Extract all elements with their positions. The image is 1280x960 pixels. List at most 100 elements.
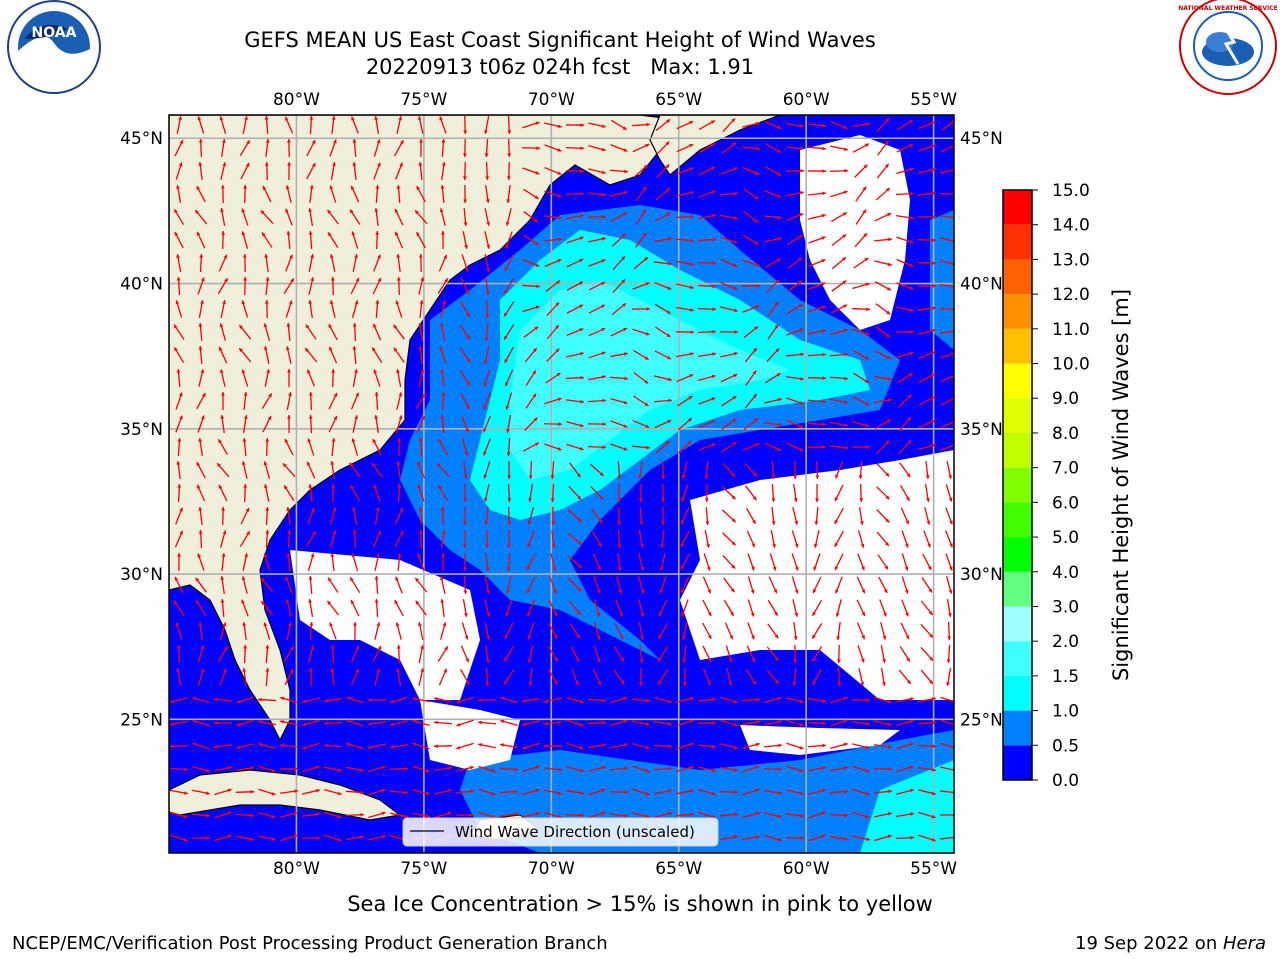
wave-direction-arrow [807, 422, 827, 427]
colorbar-tick-label: 4.0 [1052, 563, 1079, 583]
lat-tick-label-left: 35°N [120, 420, 163, 440]
wave-direction-arrow [197, 277, 205, 295]
wave-direction-arrow [610, 696, 628, 704]
wave-direction-arrow [588, 281, 606, 291]
wave-direction-arrow [612, 255, 626, 271]
wave-direction-arrow [375, 230, 380, 250]
wave-direction-arrow [175, 162, 183, 180]
wave-direction-arrow [918, 120, 936, 130]
map-border [168, 114, 955, 854]
wave-direction-arrow [527, 645, 534, 663]
wave-direction-arrow [859, 483, 864, 503]
wave-direction-arrow [527, 530, 535, 548]
wave-direction-arrow [698, 352, 716, 358]
wave-direction-arrow [895, 329, 915, 334]
wave-direction-arrow [394, 208, 404, 226]
wave-direction-arrow [418, 668, 425, 686]
wave-direction-arrow [638, 530, 644, 548]
wave-direction-arrow [939, 308, 954, 310]
wave-direction-arrow [588, 327, 606, 337]
wave-direction-arrow [786, 419, 804, 429]
wave-direction-arrow [329, 530, 337, 548]
wave-direction-arrow [743, 325, 759, 339]
wave-direction-arrow [374, 207, 379, 227]
wave-direction-arrow [918, 789, 936, 796]
wave-direction-arrow [896, 258, 914, 268]
wave-direction-arrow [550, 460, 555, 480]
wave-direction-arrow [265, 138, 270, 158]
wave-direction-arrow [504, 369, 514, 387]
wave-direction-arrow [235, 789, 255, 794]
wave-direction-arrow [785, 146, 805, 151]
wave-direction-arrow [657, 622, 669, 640]
wave-direction-arrow [880, 668, 886, 686]
wave-direction-arrow [743, 210, 759, 224]
wave-direction-arrow [770, 530, 776, 548]
wave-direction-arrow [720, 835, 738, 841]
wave-direction-arrow [416, 461, 426, 479]
wave-direction-arrow [260, 209, 274, 225]
colorbar-tick-label: 1.0 [1052, 702, 1079, 722]
wave-direction-arrow [307, 369, 315, 387]
wave-direction-arrow [655, 118, 671, 132]
wave-direction-arrow [852, 143, 870, 153]
wave-direction-arrow [456, 696, 474, 704]
colorbar-tick-label: 5.0 [1052, 528, 1079, 548]
wave-direction-arrow [243, 644, 248, 664]
wave-direction-arrow [851, 445, 871, 449]
wave-direction-arrow [655, 187, 671, 201]
lat-tick-label-left: 40°N [120, 275, 163, 295]
wave-direction-arrow [438, 254, 448, 272]
wave-direction-arrow [213, 744, 233, 749]
wave-direction-arrow [659, 553, 666, 571]
wave-direction-arrow [786, 742, 804, 750]
wave-direction-arrow [330, 552, 335, 572]
wave-direction-arrow [373, 162, 381, 180]
wave-direction-arrow [484, 599, 491, 617]
wave-direction-arrow [565, 813, 585, 818]
wave-direction-arrow [525, 370, 537, 386]
wave-direction-arrow [853, 257, 869, 269]
wave-direction-arrow [174, 530, 184, 548]
wave-direction-arrow [412, 765, 430, 773]
wave-direction-arrow [440, 622, 447, 640]
wave-direction-arrow [220, 300, 226, 318]
wave-direction-arrow [324, 788, 342, 796]
wave-direction-arrow [901, 599, 909, 617]
colorbar-segment [1003, 571, 1032, 607]
wave-direction-arrow [484, 116, 490, 134]
wave-direction-arrow [436, 462, 450, 478]
wave-direction-arrow [813, 553, 821, 571]
lon-tick-label-top: 70°W [528, 90, 575, 110]
wave-direction-arrow [720, 373, 738, 383]
wave-direction-arrow [831, 256, 847, 270]
colorbar-segment [1003, 398, 1032, 433]
wave-direction-arrow [834, 507, 844, 525]
wave-direction-arrow [917, 720, 937, 725]
wave-direction-arrow [506, 184, 511, 204]
wave-direction-arrow [396, 253, 401, 273]
wave-direction-arrow [257, 697, 277, 702]
wave-direction-arrow [395, 162, 403, 180]
wave-direction-arrow [352, 369, 358, 387]
wave-direction-arrow [195, 577, 207, 593]
wave-direction-arrow [764, 120, 782, 130]
wave-direction-arrow [243, 483, 248, 503]
wave-direction-arrow [198, 506, 203, 526]
wave-direction-arrow [812, 668, 822, 686]
wave-direction-arrow [460, 392, 470, 410]
wave-direction-arrow [852, 328, 870, 336]
wave-direction-arrow [462, 529, 467, 549]
wave-direction-arrow [500, 812, 518, 818]
wave-direction-arrow [218, 484, 228, 502]
wave-direction-arrow [566, 696, 584, 704]
wave-direction-arrow [591, 530, 603, 548]
wave-direction-arrow [917, 191, 937, 196]
wave-direction-arrow [483, 438, 491, 456]
wave-direction-arrow [507, 115, 512, 135]
wave-direction-arrow [661, 483, 666, 503]
wave-direction-arrow [286, 230, 291, 250]
wave-direction-arrow [829, 813, 849, 818]
wave-direction-arrow [720, 351, 738, 358]
wave-direction-arrow [463, 460, 468, 480]
